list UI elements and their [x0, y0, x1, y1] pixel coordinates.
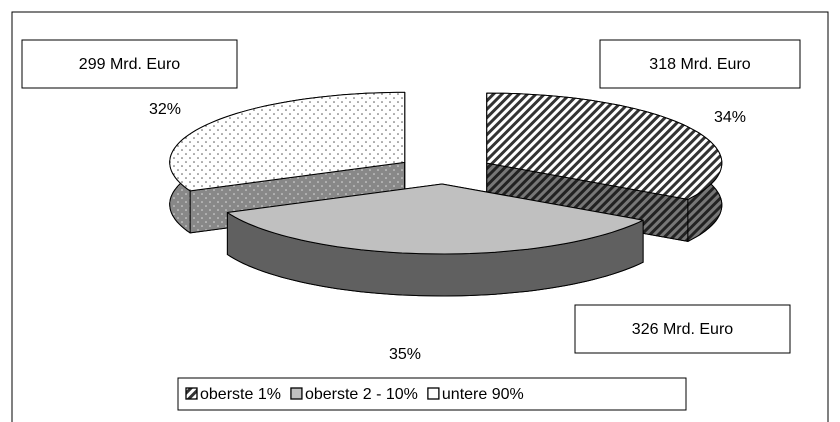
annotation: 299 Mrd. Euro	[79, 56, 180, 73]
annotation-box	[574, 304, 791, 354]
slice	[486, 92, 723, 200]
legend-label: untere 90%	[442, 386, 524, 403]
pie	[169, 91, 723, 297]
legend-label: oberste 1%	[200, 386, 281, 403]
legend-swatch	[185, 387, 198, 400]
annotation-box	[21, 39, 238, 89]
slice	[226, 183, 644, 255]
annotation: 318 Mrd. Euro	[649, 56, 750, 73]
legend-swatch	[290, 387, 303, 400]
legend-swatch	[427, 387, 440, 400]
annotation: 326 Mrd. Euro	[632, 321, 733, 338]
data-label: 32%	[149, 101, 181, 118]
legend-label: oberste 2 - 10%	[305, 386, 418, 403]
data-label: 35%	[389, 346, 421, 363]
data-label: 34%	[714, 109, 746, 126]
slice	[169, 91, 406, 192]
annotation-box	[599, 39, 801, 89]
labels: 34% 35% 32% 318 Mrd. Euro 326 Mrd. Euro 299 M…	[21, 39, 801, 411]
